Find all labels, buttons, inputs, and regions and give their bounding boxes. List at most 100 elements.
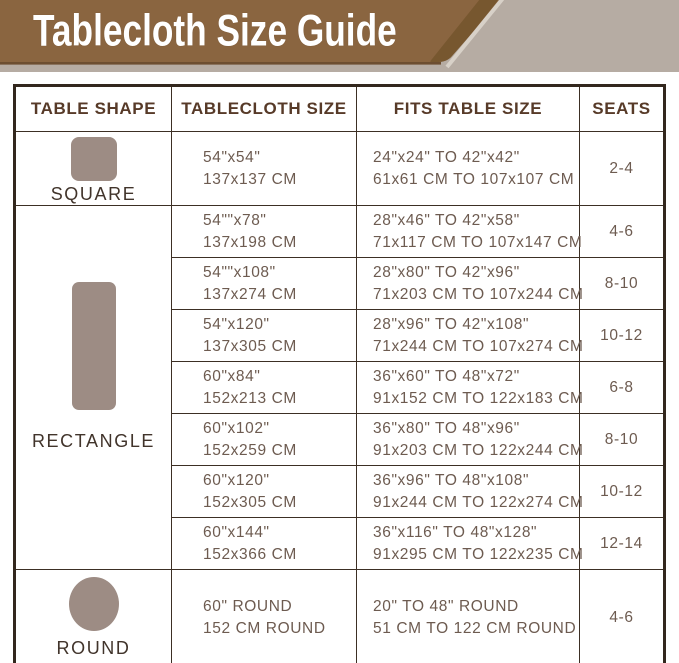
size-cm: 152x366 CM: [203, 545, 297, 563]
col-header-fits-table-size: FITS TABLE SIZE: [356, 85, 580, 132]
size-cm: 152x305 CM: [203, 493, 297, 511]
table-row: 54"x120" 137x305 CM 28"x96" TO 42"x108" …: [15, 309, 665, 362]
size-cm: 137x305 CM: [203, 337, 297, 355]
col-header-tablecloth-size: TABLECLOTH SIZE: [171, 85, 357, 132]
table-row: ROUND 60" ROUND 152 CM ROUND 20" TO 48" …: [14, 569, 665, 663]
seats-value: 8-10: [604, 274, 639, 292]
shape-label: RECTANGLE: [31, 430, 156, 451]
fits-cm: 91x295 CM TO 122x235 CM: [373, 545, 584, 563]
seats-cell: 8-10: [579, 257, 665, 310]
fits-inches: 24"x24" TO 42"x42": [373, 148, 520, 166]
header-banner: Tablecloth Size Guide: [0, 0, 679, 76]
size-guide-table: TABLE SHAPE TABLECLOTH SIZE FITS TABLE S…: [13, 84, 666, 663]
fits-size-cell: 36"x116" TO 48"x128" 91x295 CM TO 122x23…: [356, 517, 584, 570]
size-cm: 152x259 CM: [203, 441, 297, 459]
shape-cell-square: SQUARE: [14, 131, 172, 206]
shape-label: SQUARE: [50, 184, 137, 204]
table-row: SQUARE 54"x54" 137x137 CM 24"x24" TO 42"…: [14, 131, 665, 206]
seats-cell: 12-14: [579, 517, 665, 570]
fits-size-cell: 36"x80" TO 48"x96" 91x203 CM TO 122x244 …: [356, 413, 584, 466]
tablecloth-size-cell: 54"x54" 137x137 CM: [171, 131, 357, 206]
fits-inches: 36"x60" TO 48"x72": [373, 367, 520, 385]
rectangle-icon: [71, 281, 116, 410]
size-inches: 54""x78": [203, 211, 267, 229]
tablecloth-size-cell: 54""x78" 137x198 CM: [171, 205, 357, 258]
tablecloth-size-cell: 60"x102" 152x259 CM: [171, 413, 357, 466]
tablecloth-size-cell: 60"x144" 152x366 CM: [171, 517, 357, 570]
seats-value: 6-8: [609, 378, 634, 396]
table-row: 60"x84" 152x213 CM 36"x60" TO 48"x72" 91…: [15, 361, 665, 414]
fits-inches: 28"x46" TO 42"x58": [373, 211, 520, 229]
fits-size-cell: 28"x46" TO 42"x58" 71x117 CM TO 107x147 …: [356, 205, 583, 258]
page-title: Tablecloth Size Guide: [33, 6, 397, 56]
col-header-seats: SEATS: [579, 85, 665, 132]
fits-size-cell: 24"x24" TO 42"x42" 61x61 CM TO 107x107 C…: [356, 131, 580, 206]
fits-size-cell: 36"x96" TO 48"x108" 91x244 CM TO 122x274…: [356, 465, 584, 518]
seats-value: 2-4: [609, 159, 634, 177]
col-header-table-shape: TABLE SHAPE: [14, 85, 172, 132]
seats-value: 10-12: [600, 326, 643, 344]
seats-cell: 10-12: [579, 309, 665, 362]
banner-ribbon: [0, 0, 501, 62]
tablecloth-size-cell: 60"x84" 152x213 CM: [171, 361, 357, 414]
square-icon: [70, 137, 117, 181]
size-inches: 54"x120": [203, 315, 270, 333]
table-row: 54""x108" 137x274 CM 28"x80" TO 42"x96" …: [15, 257, 665, 310]
seats-cell: 4-6: [579, 205, 665, 258]
banner-dark-band: [430, 0, 498, 62]
seats-value: 12-14: [600, 534, 643, 552]
tablecloth-size-cell: 54""x108" 137x274 CM: [171, 257, 357, 310]
size-cm: 137x198 CM: [203, 233, 297, 251]
banner-diagonal-highlight: [445, 0, 505, 69]
seats-value: 10-12: [600, 482, 643, 500]
fits-cm: 71x117 CM TO 107x147 CM: [373, 233, 583, 251]
banner-shadow: [0, 62, 441, 65]
size-cm: 137x274 CM: [203, 285, 297, 303]
size-inches: 54"x54": [203, 148, 261, 166]
fits-inches: 36"x96" TO 48"x108": [373, 471, 530, 489]
seats-cell: 10-12: [579, 465, 665, 518]
fits-cm: 91x203 CM TO 122x244 CM: [373, 441, 584, 459]
size-inches: 60"x102": [203, 419, 270, 437]
fits-cm: 71x203 CM TO 107x244 CM: [373, 285, 584, 303]
fits-inches: 36"x116" TO 48"x128": [373, 523, 538, 541]
fits-size-cell: 28"x96" TO 42"x108" 71x244 CM TO 107x274…: [356, 309, 584, 362]
tablecloth-size-cell: 60"x120" 152x305 CM: [171, 465, 357, 518]
size-inches: 60"x84": [203, 367, 261, 385]
size-cm: 152x213 CM: [203, 389, 297, 407]
table-row: RECTANGLE 54""x78" 137x198 CM 28"x46" TO…: [14, 205, 665, 570]
shape-cell-round: ROUND: [14, 569, 172, 663]
tablecloth-size-cell: 60" ROUND 152 CM ROUND: [171, 569, 357, 663]
shape-label: ROUND: [56, 637, 131, 658]
fits-inches: 36"x80" TO 48"x96": [373, 419, 520, 437]
banner-graphic: [0, 0, 679, 72]
fits-inches: 20" TO 48" ROUND: [373, 597, 519, 615]
fits-size-cell: 20" TO 48" ROUND 51 CM TO 122 CM ROUND: [356, 569, 580, 663]
seats-value: 4-6: [609, 222, 634, 240]
size-inches: 54""x108": [203, 263, 276, 281]
fits-inches: 28"x96" TO 42"x108": [373, 315, 530, 333]
size-inches: 60" ROUND: [203, 597, 293, 615]
size-inches: 60"x120": [203, 471, 270, 489]
fits-inches: 28"x80" TO 42"x96": [373, 263, 520, 281]
fits-cm: 61x61 CM TO 107x107 CM: [373, 170, 575, 188]
fits-cm: 91x152 CM TO 122x183 CM: [373, 389, 584, 407]
seats-value: 4-6: [609, 608, 634, 626]
fits-size-cell: 28"x80" TO 42"x96" 71x203 CM TO 107x244 …: [356, 257, 584, 310]
table-row: 60"x144" 152x366 CM 36"x116" TO 48"x128"…: [15, 517, 665, 570]
size-cm: 137x137 CM: [203, 170, 297, 188]
seats-value: 8-10: [604, 430, 639, 448]
fits-size-cell: 36"x60" TO 48"x72" 91x152 CM TO 122x183 …: [356, 361, 584, 414]
seats-cell: 2-4: [579, 131, 665, 206]
size-inches: 60"x144": [203, 523, 270, 541]
circle-icon: [68, 576, 119, 631]
seats-cell: 6-8: [579, 361, 665, 414]
seats-cell: 4-6: [579, 569, 665, 663]
fits-cm: 91x244 CM TO 122x274 CM: [373, 493, 584, 511]
fits-cm: 71x244 CM TO 107x274 CM: [373, 337, 584, 355]
table-row: 60"x120" 152x305 CM 36"x96" TO 48"x108" …: [15, 465, 665, 518]
shape-cell-rectangle: RECTANGLE: [14, 205, 172, 570]
seats-cell: 8-10: [579, 413, 665, 466]
table-header-row: TABLE SHAPE TABLECLOTH SIZE FITS TABLE S…: [14, 85, 665, 132]
